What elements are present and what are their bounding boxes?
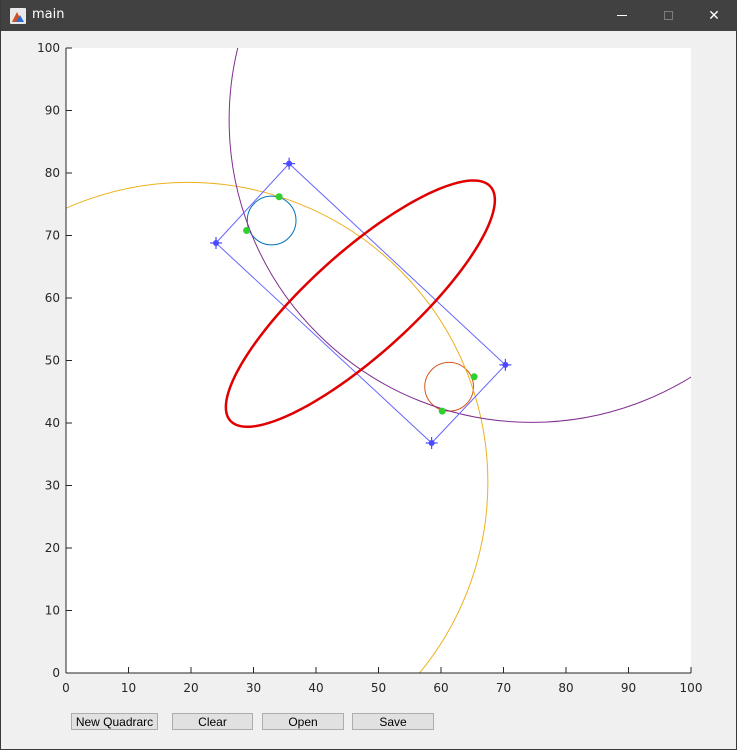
y-tick-label: 90 [45,104,60,118]
y-tick-label: 40 [45,416,60,430]
title-bar[interactable]: main ✕ [1,0,737,31]
y-tick-label: 70 [45,229,60,243]
minimize-button[interactable] [599,0,645,31]
new-quadrarc-button[interactable]: New Quadrarc [71,713,158,730]
close-button[interactable]: ✕ [691,0,737,31]
tangent-point [470,373,478,381]
window-title: main [32,7,65,22]
matlab-icon [10,8,26,24]
marker-dot [502,361,509,368]
y-tick-label: 80 [45,166,60,180]
axes-background [66,48,691,673]
close-icon: ✕ [708,7,720,23]
x-tick-label: 60 [433,681,448,695]
circle-3 [66,181,489,673]
circle-4 [228,48,691,423]
circle-1 [246,195,297,246]
tangent-point [438,407,446,415]
y-tick-label: 20 [45,541,60,555]
plot-content [66,48,691,673]
x-tick-label: 20 [183,681,198,695]
control-point-marker [425,437,438,449]
x-tick-label: 30 [246,681,261,695]
x-tick-label: 90 [621,681,636,695]
quadrarc-curve [224,179,497,429]
y-tick-label: 50 [45,354,60,368]
figure-area: 0 10 20 30 40 50 60 70 80 90 100 0 10 20 30 40 50 60 70 80 9… [1,31,737,711]
open-button[interactable]: Open [262,713,344,730]
tangent-point [275,193,283,201]
save-button[interactable]: Save [352,713,434,730]
y-tick-label: 100 [37,41,60,55]
y-tick-label: 0 [52,666,60,680]
x-tick-label: 70 [496,681,511,695]
maximize-button[interactable] [645,0,691,31]
x-tick-label: 50 [371,681,386,695]
x-tick-label: 100 [680,681,703,695]
plot-canvas[interactable]: 0 10 20 30 40 50 60 70 80 90 100 0 10 20 30 40 50 60 70 80 9… [1,31,737,711]
tangent-point [243,227,251,234]
x-tick-label: 0 [62,681,70,695]
x-tick-label: 10 [121,681,136,695]
control-point-marker [499,358,512,371]
clear-button[interactable]: Clear [172,713,253,730]
marker-dot [213,240,219,246]
x-tick-label: 80 [558,681,573,695]
control-point-marker [210,237,222,249]
y-tick-label: 60 [45,291,60,305]
minimize-icon [617,15,627,16]
control-point-marker [283,157,296,170]
marker-dot [428,440,435,446]
x-tick-label: 40 [308,681,323,695]
y-tick-label: 10 [45,604,60,618]
marker-dot [286,160,293,167]
y-tick-label: 30 [45,479,60,493]
maximize-icon [663,11,673,20]
